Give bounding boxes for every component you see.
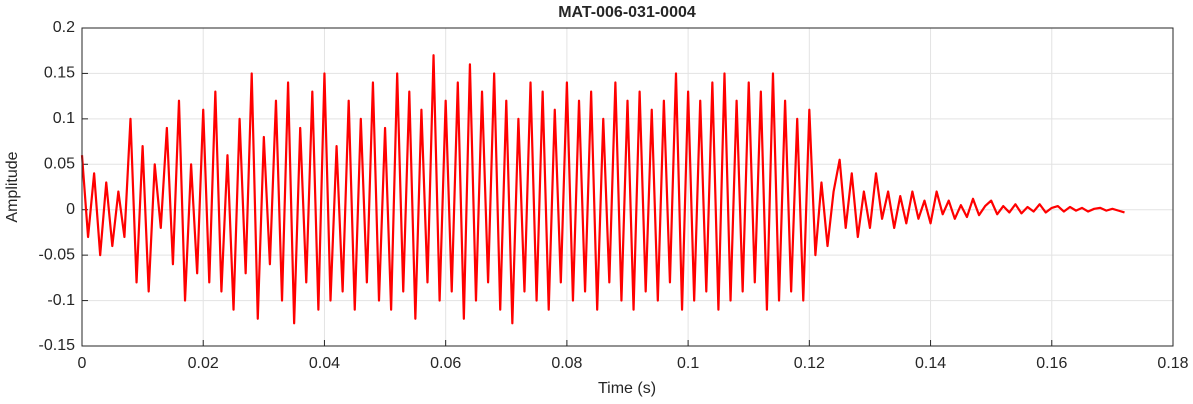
x-tick-label: 0.04 — [309, 355, 340, 372]
y-tick-label: -0.1 — [47, 292, 75, 309]
y-tick-label: 0.2 — [53, 19, 75, 36]
x-axis-label: Time (s) — [598, 380, 656, 397]
signal-line — [80, 54, 1125, 325]
x-tick-label: 0.14 — [915, 355, 946, 372]
y-tick-label: 0.15 — [44, 65, 75, 82]
y-axis-label: Amplitude — [4, 151, 21, 222]
y-tick-label: 0.05 — [44, 156, 75, 173]
x-tick-label: 0.02 — [188, 355, 219, 372]
x-tick-label: 0.16 — [1036, 355, 1067, 372]
x-tick-label: 0.1 — [677, 355, 699, 372]
x-tick-label: 0.12 — [794, 355, 825, 372]
x-tick-label: 0 — [78, 355, 87, 372]
x-tick-label: 0.06 — [430, 355, 461, 372]
x-tick-label: 0.08 — [551, 355, 582, 372]
plot-frame — [81, 27, 1174, 347]
chart-title: MAT-006-031-0004 — [558, 4, 696, 21]
y-tick-label: 0 — [66, 201, 75, 218]
y-tick-label: -0.05 — [39, 246, 76, 263]
y-tick-label: -0.15 — [39, 337, 76, 354]
x-tick-label: 0.18 — [1157, 355, 1188, 372]
y-tick-label: 0.1 — [53, 110, 75, 127]
